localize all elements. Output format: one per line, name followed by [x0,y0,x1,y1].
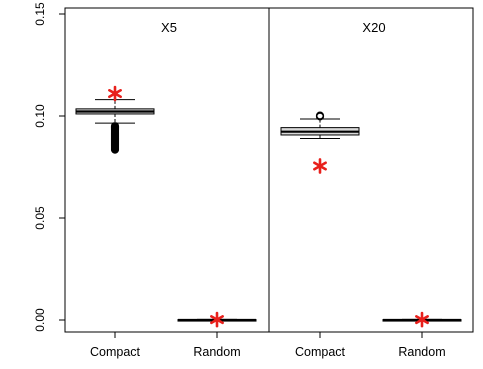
highlight-marker [108,85,122,102]
y-tick-label-0: 0.00 [33,308,47,332]
x-tick-label: Random [193,345,240,359]
highlight-marker [415,311,429,328]
panel-x5: X5 Compact Random [75,20,257,359]
highlight-marker-stroke-2 [415,315,429,325]
x-tick-label: Compact [90,345,141,359]
highlight-marker-stroke-2 [108,89,122,99]
y-tick-label-3: 0.15 [33,2,47,26]
panel-x20: X20 Compact Random [280,20,462,359]
highlight-marker [313,158,327,174]
box-compact: Compact [75,85,155,359]
outlier-point [315,111,325,120]
box-random: Random [382,311,462,359]
outlier-point [110,145,120,154]
highlight-marker-stroke-2 [313,161,327,171]
highlight-marker [210,311,224,328]
panel-title: X20 [362,20,385,35]
panels-layer: X5 Compact Random X20 Compact Random [75,20,462,359]
plot-frame-layer [64,7,474,333]
panel-title: X5 [161,20,177,35]
y-tick-label-2: 0.10 [33,104,47,128]
y-axis-layer: 0.00 0.05 0.10 0.15 [33,2,65,332]
box-random: Random [177,311,257,359]
x-tick-label: Compact [295,345,346,359]
x-tick-label: Random [398,345,445,359]
y-tick-label-1: 0.05 [33,206,47,230]
box-compact: Compact [280,111,360,359]
highlight-marker-stroke-2 [210,315,224,325]
